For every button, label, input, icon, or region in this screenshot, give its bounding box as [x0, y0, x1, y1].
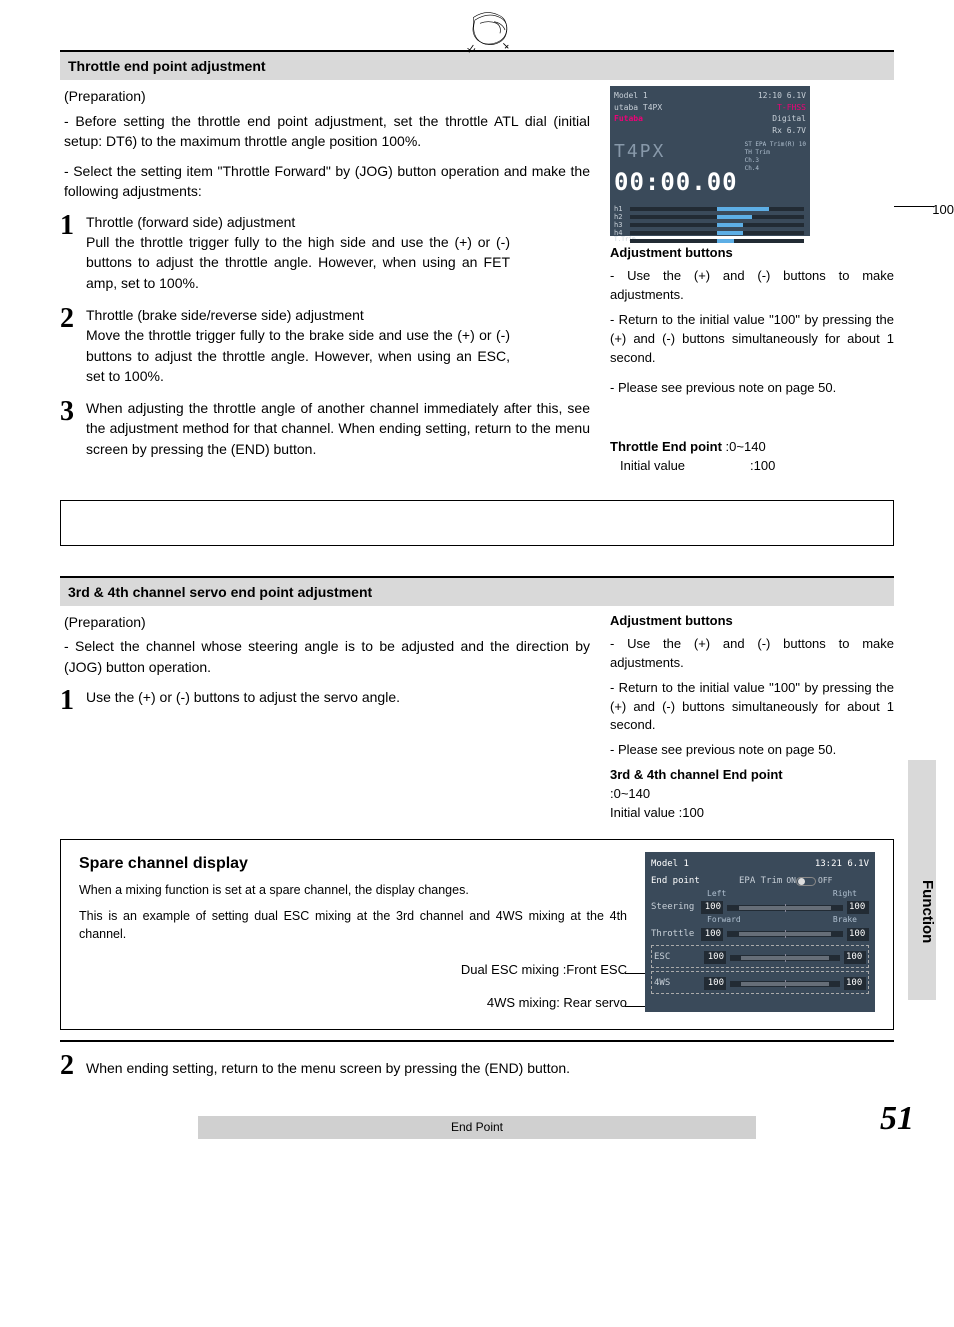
blank-note-box [60, 500, 894, 546]
step-num-3: 3 [60, 398, 86, 459]
spare-p2: This is an example of setting dual ESC m… [79, 907, 627, 943]
spare-channel-box: Spare channel display When a mixing func… [60, 839, 894, 1030]
footer-label: End Point [198, 1116, 756, 1139]
adj1-i3: - Please see previous note on page 50. [610, 379, 894, 398]
sc1-trim-labels: ST EPA Trim(R) 10 TH Trim Ch.3 Ch.4 [745, 141, 806, 172]
sc1-brand: utaba T4PX [614, 102, 662, 114]
spare-l2: 4WS mixing: Rear servo [79, 994, 627, 1013]
right-column-1: Model 1 12:10 6.1V utaba T4PX T-FHSS Fut… [600, 86, 894, 476]
step-body-3: When adjusting the throttle angle of ano… [86, 398, 590, 459]
step-num-2: 2 [60, 305, 86, 386]
sc1-dig: Digital [772, 113, 806, 125]
left-column-1: (Preparation) - Before setting the throt… [60, 86, 600, 476]
prep-2: (Preparation) [64, 612, 590, 632]
sc2-epa: EPA Trim [739, 875, 782, 888]
final-step-body: When ending setting, return to the menu … [86, 1052, 894, 1080]
left-column-2: (Preparation) - Select the channel whose… [60, 612, 600, 822]
sc1-tv: 12:10 6.1V [758, 90, 806, 102]
adj2-i3: - Please see previous note on page 50. [610, 741, 894, 760]
spare-p1: When a mixing function is set at a spare… [79, 881, 627, 899]
step-num-1: 1 [60, 212, 86, 293]
throttle-ep-range: Throttle End point :0~140 Initial value:… [610, 438, 894, 476]
spare-h: Spare channel display [79, 852, 627, 875]
sc2-model: Model 1 [651, 858, 689, 871]
step-body-2: Throttle (brake side/reverse side) adjus… [86, 305, 590, 386]
hand-push-icon [460, 0, 520, 60]
prep-item-1: - Before setting the throttle end point … [64, 111, 590, 152]
transmitter-screen-2: Model 1 13:21 6.1V End point EPA Trim ON… [645, 852, 875, 1012]
sc1-mode: T-FHSS [777, 102, 806, 114]
spare-l1: Dual ESC mixing :Front ESC [79, 961, 627, 980]
adj2-header: Adjustment buttons [610, 612, 894, 631]
sc2-on: ON [786, 875, 796, 887]
ep34-label: 3rd & 4th channel End point [610, 766, 894, 785]
sc1-brand2: Futaba [614, 113, 643, 125]
side-label: Function [916, 880, 938, 943]
sc2-off: OFF [818, 875, 832, 887]
final-step-num: 2 [60, 1052, 86, 1080]
prep-item-2: - Select the setting item "Throttle Forw… [64, 161, 590, 202]
transmitter-screen-1: Model 1 12:10 6.1V utaba T4PX T-FHSS Fut… [610, 86, 810, 236]
right-column-2: Adjustment buttons - Use the (+) and (-)… [600, 612, 894, 822]
adj2-i1: - Use the (+) and (-) buttons to make ad… [610, 635, 894, 673]
page-number: 51 [880, 1094, 914, 1143]
callout-100: 100 [932, 201, 954, 220]
adj1-i2: - Return to the initial value "100" by p… [610, 311, 894, 368]
adj2-i2: - Return to the initial value "100" by p… [610, 679, 894, 736]
sc2-tv: 13:21 6.1V [815, 858, 869, 871]
sc1-model: Model 1 [614, 90, 648, 102]
section-title-2: 3rd & 4th channel servo end point adjust… [60, 576, 894, 606]
adj1-header: Adjustment buttons [610, 244, 894, 263]
prep-1: (Preparation) [64, 86, 590, 106]
toggle-icon [796, 877, 816, 886]
prep2-item: - Select the channel whose steering angl… [64, 636, 590, 677]
s2-step-num-1: 1 [60, 687, 86, 715]
page-footer: End Point [60, 1116, 894, 1139]
step-body-1: Throttle (forward side) adjustment Pull … [86, 212, 590, 293]
ep34-initial: Initial value :100 [610, 804, 894, 823]
sc1-rx: Rx 6.7V [772, 125, 806, 137]
sc2-title: End point [651, 875, 711, 888]
s2-step-body-1: Use the (+) or (-) buttons to adjust the… [86, 687, 590, 715]
ep34-range: :0~140 [610, 785, 894, 804]
adj1-i1: - Use the (+) and (-) buttons to make ad… [610, 267, 894, 305]
callout-line [894, 206, 934, 207]
